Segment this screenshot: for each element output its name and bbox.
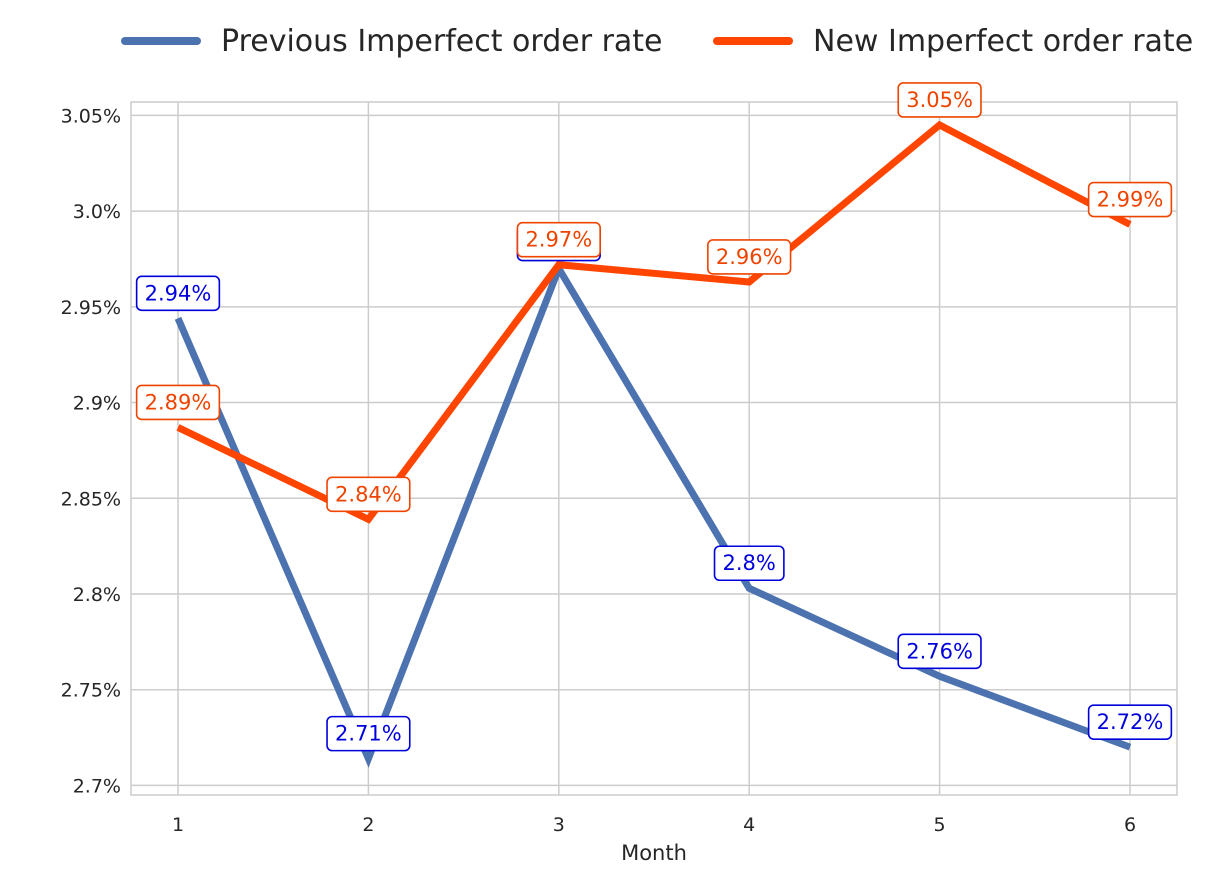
x-axis-title: Month: [621, 841, 687, 865]
y-tick-label: 3.05%: [61, 105, 121, 127]
data-label: 2.99%: [1087, 181, 1173, 218]
x-tick-label: 3: [553, 814, 565, 836]
plot-area-frame: [130, 101, 1178, 796]
data-label: 2.84%: [326, 476, 411, 513]
data-label-text: 2.97%: [525, 228, 592, 252]
legend-label: New Imperfect order rate: [813, 24, 1193, 59]
data-label: 2.8%: [713, 545, 785, 582]
data-label-text: 2.71%: [335, 722, 402, 746]
data-label-text: 2.72%: [1097, 710, 1164, 734]
y-tick-label: 2.75%: [61, 680, 121, 702]
data-label-text: 2.8%: [723, 551, 776, 575]
y-tick-label: 2.85%: [61, 488, 121, 510]
data-label-text: 2.84%: [335, 482, 402, 506]
data-label-text: 2.96%: [716, 245, 783, 269]
data-label: 2.71%: [326, 715, 411, 752]
data-label: 2.89%: [135, 384, 221, 421]
data-label: 2.72%: [1087, 704, 1173, 740]
legend: Previous Imperfect order rate New Imperfe…: [121, 24, 1193, 59]
data-label-box: [707, 239, 792, 275]
data-label-box: [326, 715, 411, 752]
data-labels: 2.94% 2.71% 2.97% 2.8% 2.76% 2.72% 2.89% 2.84% 2…: [135, 82, 1173, 752]
y-tick-label: 2.95%: [61, 297, 121, 319]
y-tick-label: 2.8%: [73, 584, 121, 606]
data-label-box: [897, 633, 982, 670]
data-label-box: [326, 476, 411, 513]
y-tick-label: 2.9%: [73, 393, 121, 415]
x-tick-label: 6: [1124, 814, 1136, 836]
x-tick-label: 2: [362, 814, 374, 836]
data-label-text: 3.05%: [906, 88, 973, 112]
data-label-box: [1087, 704, 1173, 740]
data-label-box: [516, 221, 601, 258]
y-tick-label: 3.0%: [73, 201, 121, 223]
data-label-text: 2.94%: [145, 281, 212, 305]
data-label: 2.96%: [707, 239, 792, 275]
data-label-box: [135, 275, 221, 312]
x-tick-label: 5: [934, 814, 946, 836]
data-label: 2.76%: [897, 633, 982, 670]
data-label-box: [897, 82, 982, 118]
y-tick-label: 2.7%: [73, 775, 121, 797]
axis-ticks: 2.7% 2.75% 2.8% 2.85% 2.9% 2.95% 3.0% 3.05% 1 2 3 4…: [61, 105, 1136, 836]
grid: [131, 102, 1177, 795]
series-line-previous: [174, 260, 1132, 768]
x-tick-label: 4: [743, 814, 755, 836]
data-label-text: 2.89%: [145, 390, 212, 414]
data-label-box: [713, 545, 785, 582]
data-label-box: [135, 384, 221, 421]
data-label: 2.97%: [516, 221, 601, 258]
x-tick-label: 1: [172, 814, 184, 836]
data-label-text: 2.99%: [1097, 188, 1164, 212]
data-label: 3.05%: [897, 82, 982, 118]
legend-label: Previous Imperfect order rate: [221, 24, 663, 59]
data-label-box: [1087, 181, 1173, 218]
series-lines: [174, 120, 1132, 768]
data-label-text: 2.76%: [906, 639, 973, 663]
series-line-new: [176, 120, 1132, 524]
data-label: 2.94%: [135, 275, 221, 312]
